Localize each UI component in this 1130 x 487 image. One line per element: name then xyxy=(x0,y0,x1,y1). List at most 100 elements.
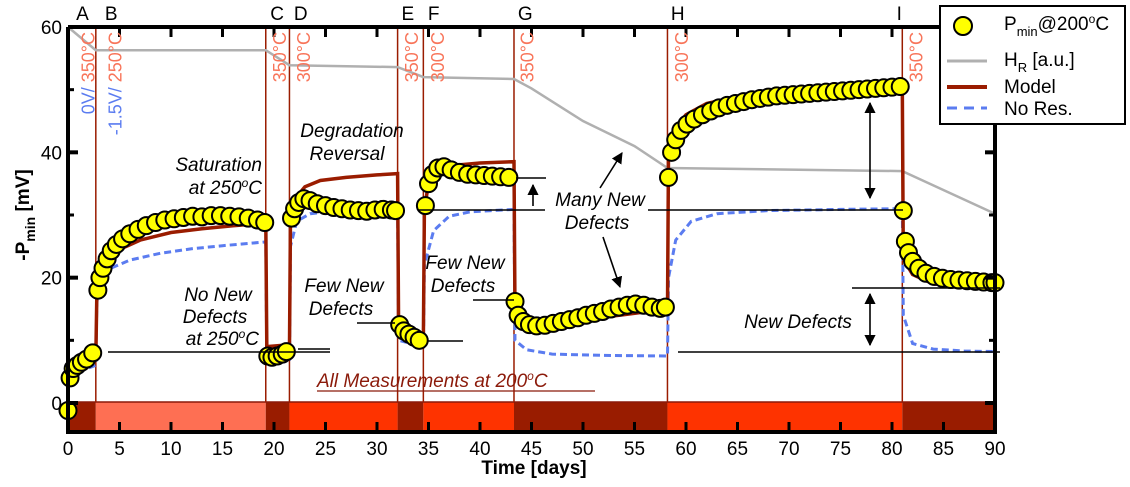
data-point xyxy=(83,343,103,363)
annotation-new-defects-text: New Defects xyxy=(744,312,852,333)
y-tick-label: 40 xyxy=(41,143,62,164)
arrow-to-hr xyxy=(599,152,623,189)
legend-marker-pmin xyxy=(953,16,973,36)
annotation-few-new-defects-1: Few New Defects xyxy=(304,276,384,320)
phase-band-b xyxy=(95,402,266,432)
legend-label-model: Model xyxy=(1004,77,1056,98)
temperature-label-text: 350°C xyxy=(402,32,422,82)
ticks: 0 5 10 15 20 25 30 35 40 45 50 55 60 65 70 75 80 85 90 0 20 4… xyxy=(41,18,1006,460)
annotation-saturation: Saturation at 250oC xyxy=(175,155,262,199)
temperature-label-3: 300°C xyxy=(294,32,314,82)
annotation-few-new-1-line2: Defects xyxy=(309,299,374,320)
annotation-saturation-line1: Saturation xyxy=(175,155,262,176)
annotation-many-new-line1: Many New xyxy=(555,190,646,211)
temperature-value: 250°C xyxy=(105,32,125,82)
data-point xyxy=(386,201,406,221)
phase-label-i: I xyxy=(897,4,902,25)
temperature-value: 300°C xyxy=(294,32,314,82)
temperature-value: 350°C xyxy=(270,32,290,82)
legend-label-nores: No Res. xyxy=(1004,99,1073,120)
x-tick-label: 25 xyxy=(315,439,336,460)
temperature-label-text: -1.5V/ 250°C xyxy=(105,32,125,135)
annotation-degradation-reversal: Degradation Reversal xyxy=(300,121,404,165)
temperature-value: 350°C xyxy=(402,32,422,82)
legend-label-hr: HR [a.u.] xyxy=(1004,50,1075,75)
bias-label: 0V/ xyxy=(79,82,99,114)
temperature-label-1: -1.5V/ 250°C xyxy=(105,32,125,135)
data-point xyxy=(655,297,675,317)
annotation-all-measurements-text: All Measurements at 200oC xyxy=(316,369,548,392)
y-axis-title-main: -P xyxy=(13,241,34,260)
no-res-line xyxy=(67,207,996,377)
legend-label-pmin: Pmin@200oC xyxy=(1004,12,1109,39)
annotation-degradation-line2: Reversal xyxy=(310,144,386,165)
x-tick-label: 0 xyxy=(63,439,74,460)
x-tick-label: 15 xyxy=(212,439,233,460)
annotation-many-new-line2: Defects xyxy=(565,213,630,234)
x-tick-label: 90 xyxy=(984,439,1005,460)
x-tick-label: 10 xyxy=(160,439,181,460)
phase-band-f xyxy=(423,402,514,432)
phase-label-a: A xyxy=(76,4,89,25)
temperature-label-4: 350°C xyxy=(402,32,422,82)
temperature-label-text: 350°C xyxy=(270,32,290,82)
phase-band-i xyxy=(902,402,995,432)
temperature-label-0: 0V/ 350°C xyxy=(79,32,99,114)
y-tick-label: 0 xyxy=(51,394,62,415)
no-res-series xyxy=(67,207,996,377)
annotation-no-new-defects: No New Defects at 250oC xyxy=(183,285,259,350)
phase-label-e: E xyxy=(402,4,415,25)
phase-label-f: F xyxy=(428,4,440,25)
data-point xyxy=(415,196,435,216)
data-point xyxy=(499,167,519,187)
y-axis-title-sub: min xyxy=(22,217,38,242)
temperature-label-text: 350°C xyxy=(517,32,537,82)
temperature-label-text: 350°C xyxy=(907,32,927,82)
x-tick-label: 75 xyxy=(830,439,851,460)
legend: Pmin@200oC HR [a.u.] Model No Res. xyxy=(939,5,1126,125)
phase-band-e xyxy=(397,402,424,432)
annotation-saturation-line2: at 250oC xyxy=(189,176,263,199)
data-point xyxy=(255,213,275,233)
pmin-points-series xyxy=(58,77,1005,421)
phase-band-h xyxy=(667,402,903,432)
temperature-value: 350°C xyxy=(907,32,927,82)
x-tick-label: 50 xyxy=(572,439,593,460)
arrow-to-g-points xyxy=(602,236,623,289)
temperature-value: 350°C xyxy=(79,32,99,82)
y-axis-title-text: -Pmin [mV] xyxy=(13,169,38,260)
bias-label: -1.5V/ xyxy=(105,82,125,135)
y-axis-title-unit: [mV] xyxy=(13,169,34,217)
annotation-new-defects: New Defects xyxy=(744,312,852,333)
data-point xyxy=(409,330,429,350)
y-axis-title: -Pmin [mV] xyxy=(13,169,38,260)
y-tick-label: 60 xyxy=(41,18,62,39)
phase-bands xyxy=(68,401,995,432)
phase-band-c xyxy=(265,402,290,432)
x-tick-label: 70 xyxy=(778,439,799,460)
x-tick-label: 65 xyxy=(727,439,748,460)
annotation-no-new-defects-line2: Defects xyxy=(183,307,248,328)
x-tick-label: 85 xyxy=(933,439,954,460)
temperature-label-6: 350°C xyxy=(517,32,537,82)
x-tick-label: 45 xyxy=(521,439,542,460)
annotation-few-new-1-line1: Few New xyxy=(304,276,384,297)
x-tick-label: 35 xyxy=(418,439,439,460)
x-tick-label: 5 xyxy=(114,439,125,460)
x-axis-title: Time [days] xyxy=(481,458,586,479)
x-tick-label: 40 xyxy=(469,439,490,460)
phase-label-g: G xyxy=(518,4,533,25)
temperature-label-7: 300°C xyxy=(672,32,692,82)
temperature-value: 300°C xyxy=(672,32,692,82)
x-tick-label: 60 xyxy=(675,439,696,460)
phase-label-c: C xyxy=(270,4,284,25)
temperature-label-text: 0V/ 350°C xyxy=(79,32,99,114)
x-tick-label: 80 xyxy=(881,439,902,460)
annotation-few-new-2-line1: Few New xyxy=(425,253,505,274)
x-tick-label: 20 xyxy=(263,439,284,460)
data-point xyxy=(890,77,910,97)
x-tick-label: 30 xyxy=(366,439,387,460)
annotation-no-new-defects-line1: No New xyxy=(184,285,253,306)
